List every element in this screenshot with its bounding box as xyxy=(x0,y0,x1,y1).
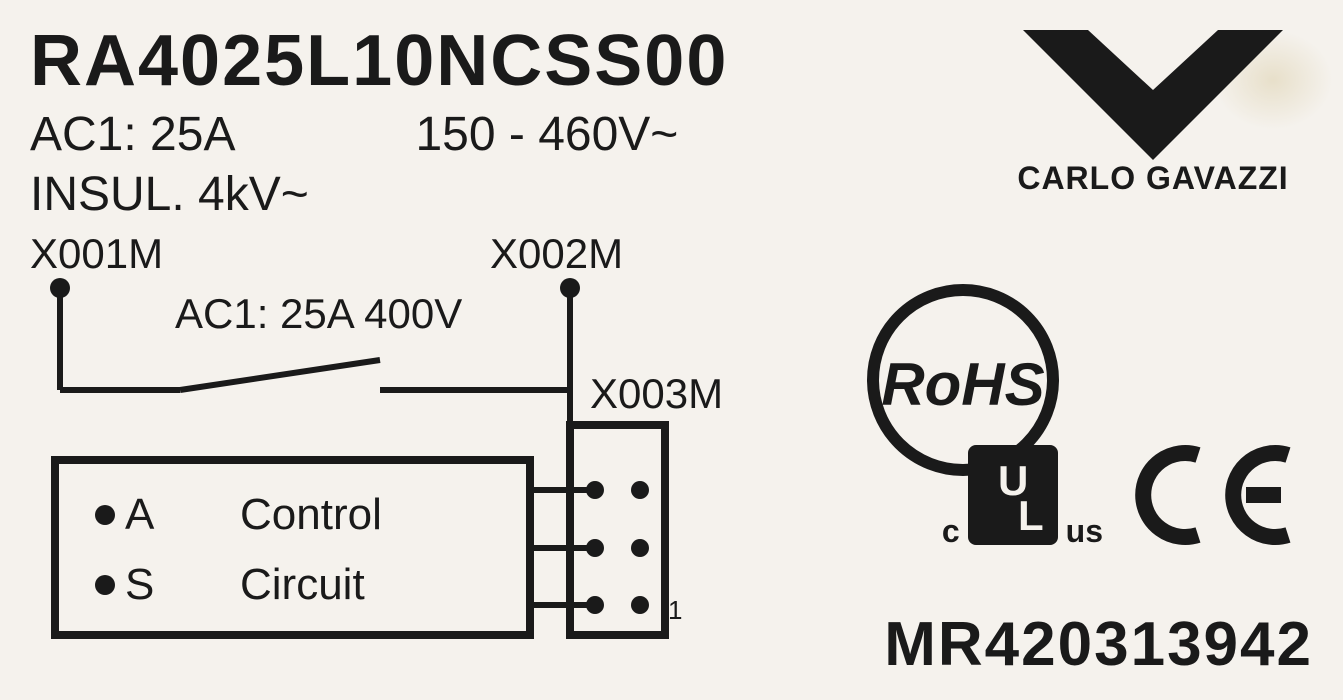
brand-logo-area: CARLO GAVAZZI xyxy=(993,20,1313,197)
svg-text:RoHS: RoHS xyxy=(881,351,1044,418)
box-text-circuit: Circuit xyxy=(240,560,365,610)
ul-us: us xyxy=(1066,513,1103,550)
triangle-logo-icon xyxy=(1003,20,1303,170)
brand-name: CARLO GAVAZZI xyxy=(993,160,1313,197)
ac1-rating: AC1: 25A xyxy=(30,107,235,162)
circuit-diagram: X001M X002M AC1: 25A 400V X003M xyxy=(30,230,730,650)
ul-icon: U L xyxy=(963,440,1063,550)
ce-mark-icon xyxy=(1133,440,1313,550)
voltage-range: 150 - 460V~ xyxy=(415,107,678,162)
ul-c: c xyxy=(942,513,960,550)
box-text-control: Control xyxy=(240,490,382,540)
pin-number: 1 xyxy=(668,595,682,626)
ul-mark: c U L us xyxy=(942,440,1103,550)
certifications: c U L us xyxy=(942,440,1313,550)
svg-text:L: L xyxy=(1018,492,1044,539)
product-label: RA4025L10NCSS00 AC1: 25A 150 - 460V~ INS… xyxy=(0,0,1343,700)
box-marker-a: A xyxy=(125,490,154,540)
serial-number: MR420313942 xyxy=(884,609,1313,680)
box-marker-s: S xyxy=(125,560,154,610)
